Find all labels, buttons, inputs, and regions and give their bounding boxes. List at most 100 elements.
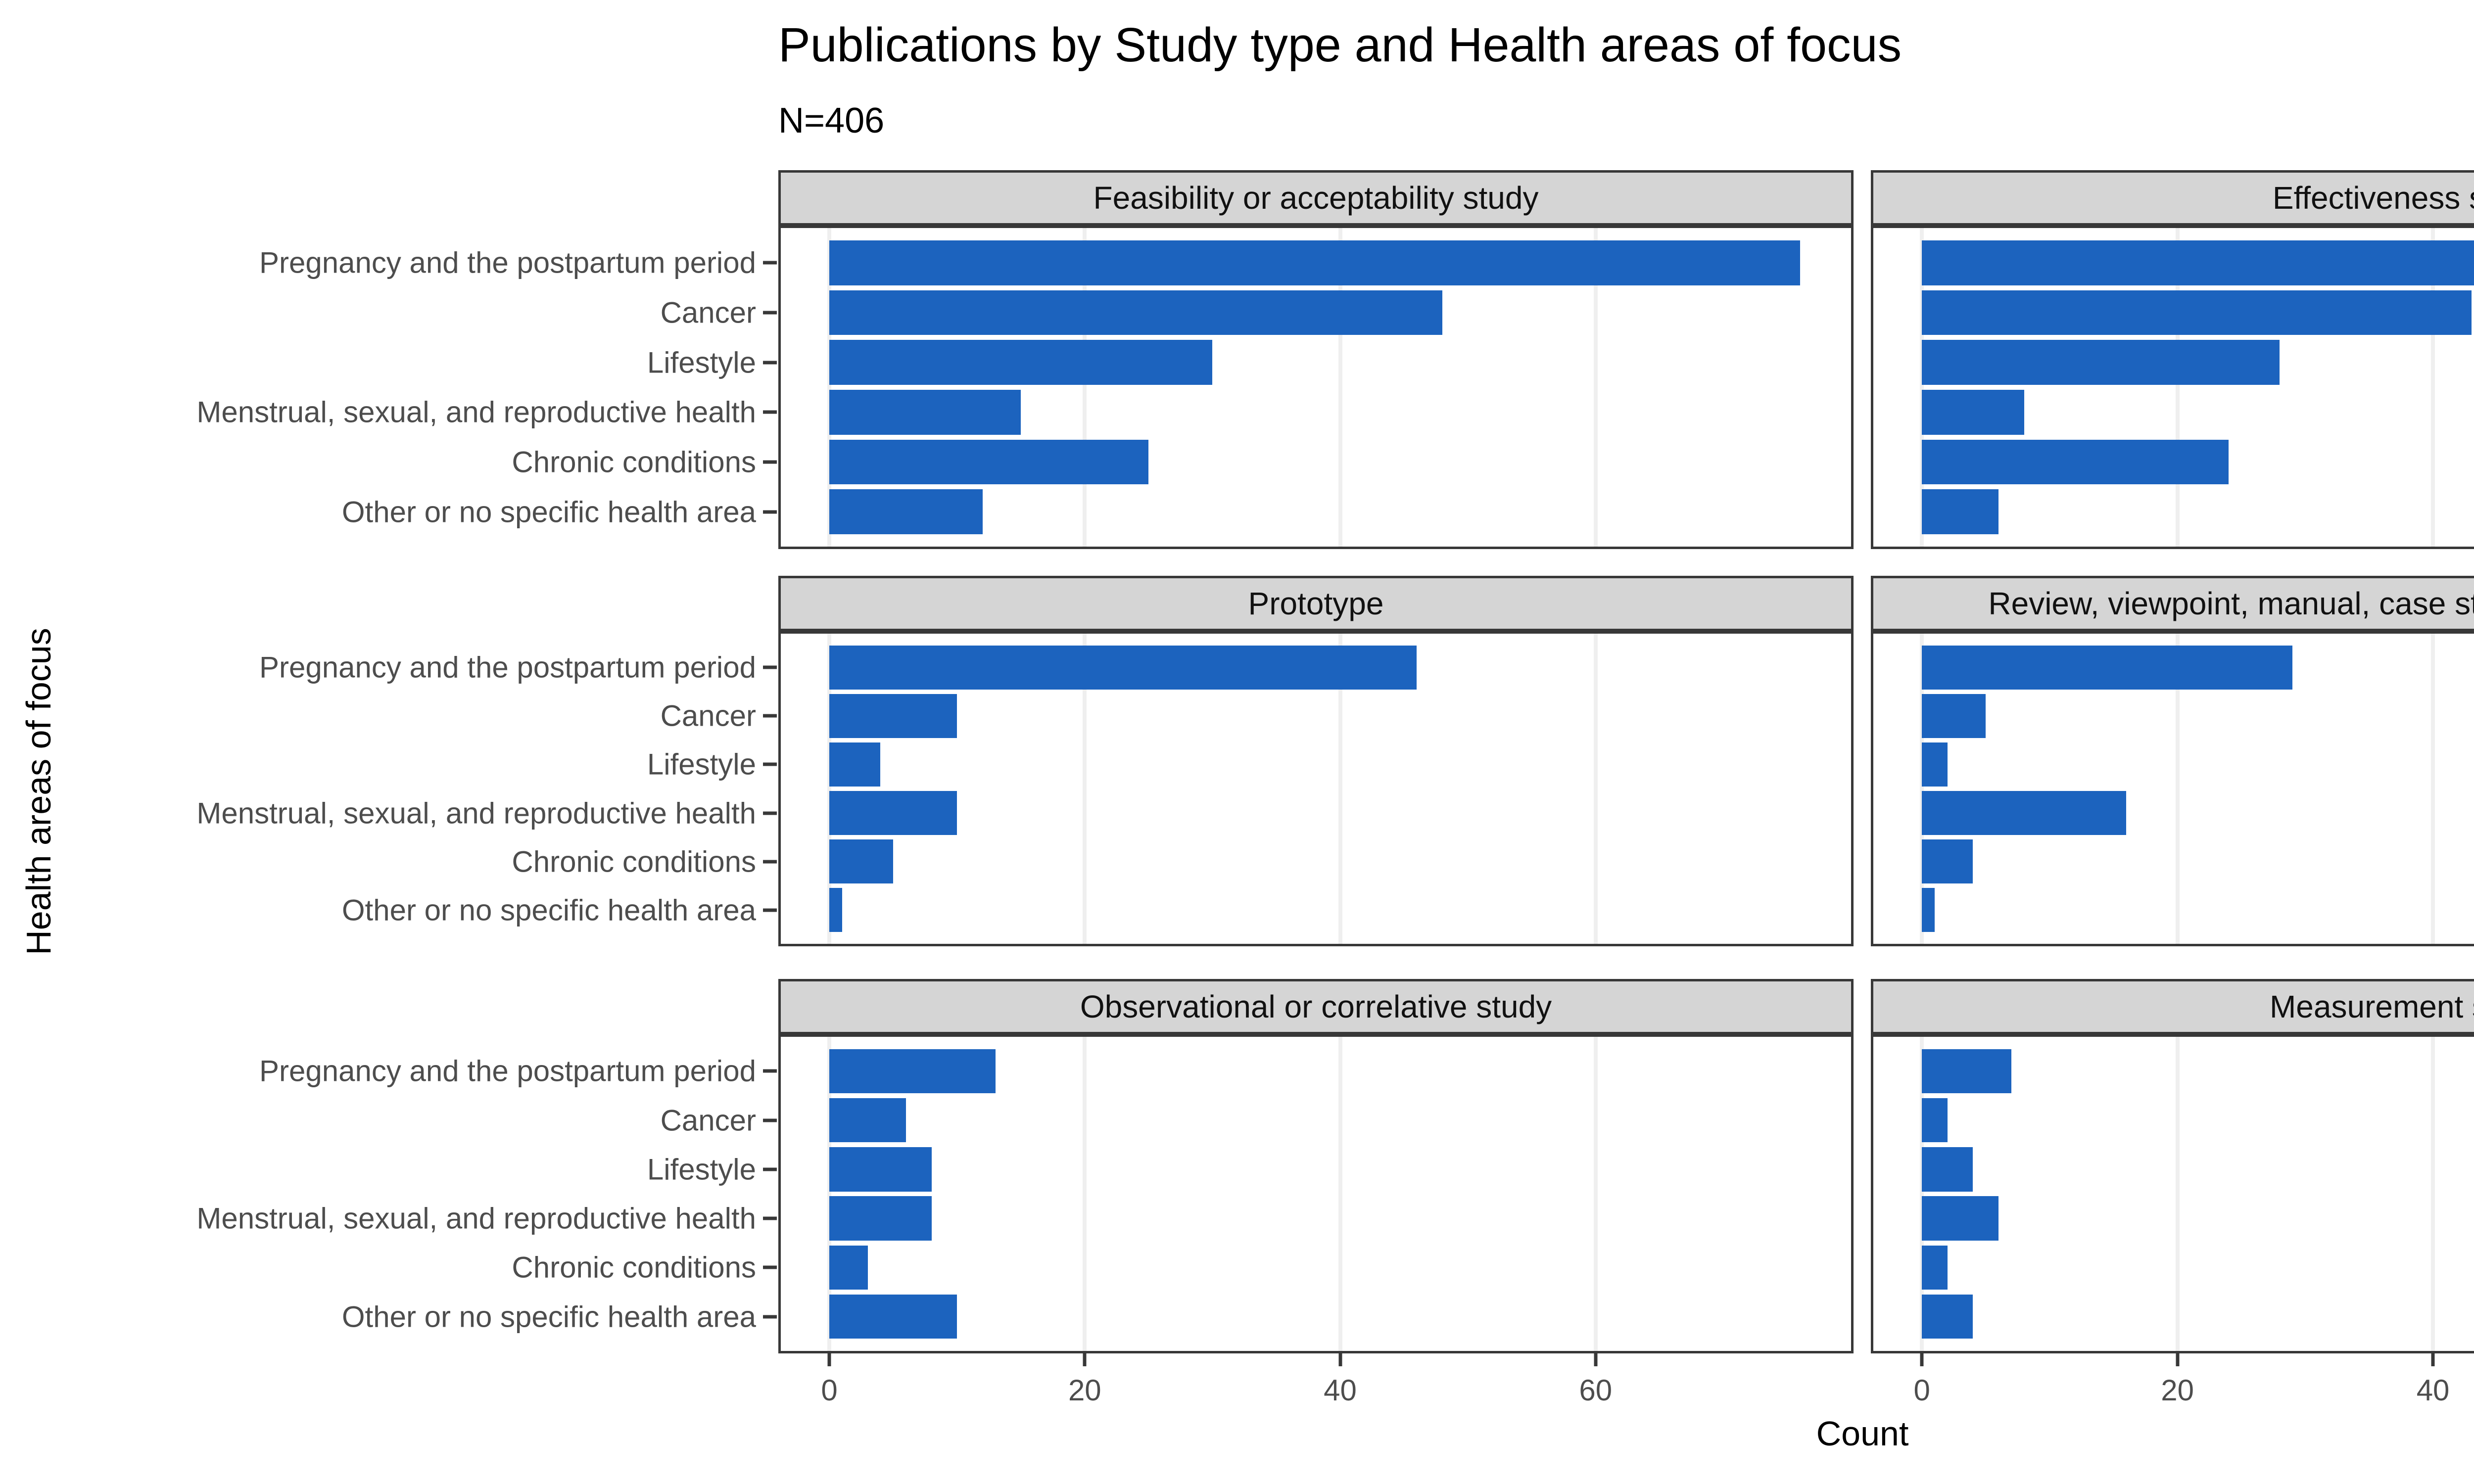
bar <box>1922 1098 1948 1143</box>
facet-strip: Review, viewpoint, manual, case study, o… <box>1871 576 2474 631</box>
gridline <box>2175 228 2180 547</box>
y-axis-tick <box>763 261 777 265</box>
facet-panel <box>1871 1034 2474 1353</box>
bar <box>1922 1049 2011 1093</box>
y-axis-tick <box>763 1167 777 1171</box>
gridline <box>1593 1037 1598 1351</box>
bar <box>829 888 842 932</box>
y-axis-tick <box>763 714 777 718</box>
x-axis-tick <box>827 1353 831 1366</box>
y-axis-category-label: Menstrual, sexual, and reproductive heal… <box>196 395 756 429</box>
y-axis-category-label: Lifestyle <box>647 747 756 781</box>
x-axis-tick <box>1083 1353 1087 1366</box>
y-axis-category-label: Chronic conditions <box>512 845 756 879</box>
y-axis-tick <box>763 311 777 315</box>
bar <box>1922 489 1999 534</box>
bar <box>1922 439 2229 485</box>
facet-strip: Prototype <box>778 576 1854 631</box>
bar <box>1922 742 1948 787</box>
gridline <box>1083 1037 1087 1351</box>
facet-panel <box>778 226 1854 549</box>
y-axis-tick <box>763 1315 777 1319</box>
y-axis-category-label: Cancer <box>660 296 756 329</box>
bar <box>1922 1196 1999 1241</box>
y-axis-category-label: Menstrual, sexual, and reproductive heal… <box>196 1202 756 1235</box>
bar <box>829 839 894 883</box>
bar <box>829 240 1800 285</box>
gridline <box>827 1037 832 1351</box>
bar <box>829 340 1213 385</box>
bar <box>1922 839 1973 883</box>
gridline <box>827 228 832 547</box>
x-axis-tick-label: 20 <box>2161 1374 2194 1407</box>
bar <box>1922 340 2280 385</box>
x-axis-tick <box>2176 1353 2180 1366</box>
facet-strip: Observational or correlative study <box>778 979 1854 1034</box>
facet-strip-label: Measurement study <box>2269 989 2474 1024</box>
x-axis-tick-label: 60 <box>1579 1374 1613 1407</box>
y-axis-category-label: Cancer <box>660 699 756 733</box>
bar <box>829 742 881 787</box>
bar <box>829 390 1021 435</box>
x-axis-tick-label: 20 <box>1068 1374 1101 1407</box>
y-axis-category-label: Lifestyle <box>647 1153 756 1186</box>
gridline <box>1920 228 1924 547</box>
bar <box>1922 888 1935 932</box>
bar <box>829 290 1443 335</box>
y-axis-tick <box>763 811 777 815</box>
bar <box>829 1295 957 1339</box>
bar <box>1922 1245 1948 1290</box>
bar <box>1922 290 2472 335</box>
gridline <box>2431 1037 2435 1351</box>
y-axis-category-label: Chronic conditions <box>512 445 756 479</box>
facet-strip: Measurement study <box>1871 979 2474 1034</box>
facet-strip-label: Prototype <box>1248 586 1384 621</box>
y-axis-tick <box>763 1118 777 1122</box>
bar <box>829 1049 996 1093</box>
bar <box>829 694 957 738</box>
facet-strip-label: Feasibility or acceptability study <box>1093 180 1539 216</box>
y-axis-tick <box>763 1265 777 1269</box>
gridline <box>1593 228 1598 547</box>
x-axis-tick-label: 0 <box>1913 1374 1930 1407</box>
facet-panel-inner <box>1873 1037 2474 1351</box>
y-axis-category-label: Cancer <box>660 1104 756 1137</box>
gridline <box>2431 228 2435 547</box>
bar <box>829 791 957 835</box>
bar <box>829 1098 906 1143</box>
facet-strip-label: Observational or correlative study <box>1080 989 1552 1024</box>
bar <box>829 646 1417 690</box>
gridline <box>2175 634 2180 944</box>
bar <box>1922 1295 1973 1339</box>
gridline <box>1338 634 1342 944</box>
bar <box>829 1196 932 1241</box>
x-axis-tick <box>1594 1353 1598 1366</box>
gridline <box>1338 228 1342 547</box>
facet-panel-inner <box>781 634 1851 944</box>
plot-title: Publications by Study type and Health ar… <box>778 18 1902 72</box>
x-axis-title: Count <box>1816 1414 1909 1453</box>
y-axis-tick <box>763 762 777 766</box>
facet-panel-inner <box>1873 228 2474 547</box>
facet-panel <box>778 1034 1854 1353</box>
bar <box>829 489 983 534</box>
bar <box>829 1147 932 1192</box>
gridline <box>1338 1037 1342 1351</box>
y-axis-category-label: Chronic conditions <box>512 1251 756 1284</box>
facet-strip-label: Effectiveness study <box>2272 180 2474 216</box>
bar <box>1922 390 2024 435</box>
y-axis-tick <box>763 460 777 464</box>
gridline <box>2431 634 2435 944</box>
x-axis-tick-label: 40 <box>2416 1374 2450 1407</box>
y-axis-category-label: Pregnancy and the postpartum period <box>259 650 756 684</box>
facet-strip: Effectiveness study <box>1871 170 2474 226</box>
x-axis-tick-label: 40 <box>1324 1374 1357 1407</box>
gridline <box>2175 1037 2180 1351</box>
bar <box>1922 240 2474 285</box>
facet-strip-label: Review, viewpoint, manual, case study, o… <box>1988 586 2474 621</box>
gridline <box>827 634 832 944</box>
bar <box>1922 791 2127 835</box>
facet-panel-inner <box>781 228 1851 547</box>
y-axis-title: Health areas of focus <box>19 628 58 955</box>
